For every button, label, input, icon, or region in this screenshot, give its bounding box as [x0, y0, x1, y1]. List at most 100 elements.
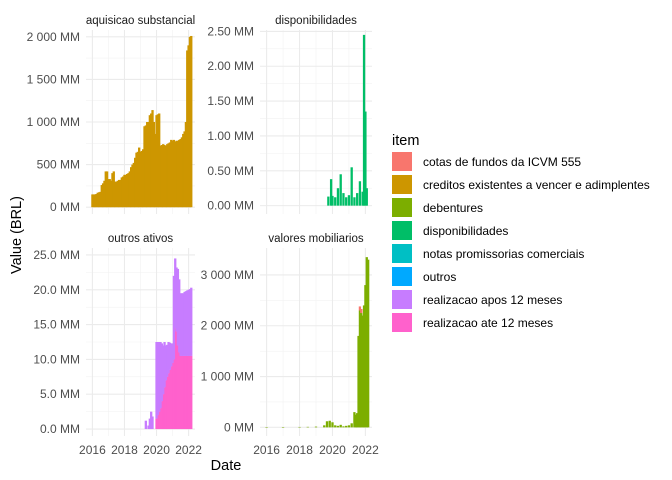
bar — [142, 149, 145, 208]
facet-panel: valores mobiliarios 0 MM 1 000 MM 2 000 MM 3… — [201, 233, 379, 457]
bar — [365, 257, 368, 428]
y-tick-label: 0 MM — [224, 420, 254, 434]
bar — [151, 416, 154, 430]
bar — [176, 345, 180, 430]
legend-label: creditos existentes a vencer e adimplent… — [423, 178, 650, 192]
bar — [96, 192, 99, 208]
facet-strip-label: valores mobiliarios — [268, 233, 363, 245]
bar — [367, 259, 370, 428]
legend-key — [392, 244, 412, 263]
bar — [180, 137, 184, 208]
bar — [148, 418, 151, 430]
x-tick-label: 2016 — [79, 443, 106, 457]
legend-key — [392, 290, 412, 309]
y-tick-label: 0.00 MM — [207, 199, 254, 213]
bar — [179, 139, 182, 208]
legend-key — [392, 221, 412, 240]
bar — [147, 122, 150, 208]
bar — [183, 291, 186, 356]
bar — [130, 167, 133, 208]
bar — [325, 421, 329, 428]
bar — [331, 422, 334, 428]
bar — [187, 355, 190, 430]
bar — [178, 139, 181, 208]
bar — [176, 268, 180, 346]
bar — [339, 174, 342, 206]
bar — [361, 191, 364, 206]
bar — [151, 110, 154, 208]
bar — [281, 427, 285, 428]
bar — [121, 176, 125, 208]
bar — [123, 174, 126, 208]
bar — [354, 414, 357, 428]
bar — [163, 387, 166, 430]
bar — [160, 145, 164, 208]
bar — [314, 426, 318, 428]
bar — [156, 342, 160, 416]
bar — [365, 188, 368, 206]
legend-key — [392, 175, 412, 194]
bar — [336, 188, 340, 206]
y-tick-label: 500 MM — [37, 158, 80, 172]
bar — [357, 335, 360, 428]
y-tick-label: 5.0 MM — [40, 387, 80, 401]
bar — [356, 413, 359, 428]
legend-key — [392, 152, 412, 171]
bar — [112, 171, 115, 208]
bar — [163, 145, 166, 208]
y-tick-label: 25.0 MM — [33, 248, 80, 262]
bar — [328, 420, 331, 428]
bar — [139, 151, 142, 208]
bar — [334, 197, 337, 206]
bar — [134, 157, 137, 208]
bar — [179, 355, 182, 430]
bar — [336, 425, 340, 428]
bar — [358, 181, 362, 206]
bar — [306, 426, 309, 428]
bar — [159, 408, 162, 430]
bar — [345, 425, 348, 428]
bar — [176, 140, 180, 208]
legend-key — [392, 267, 412, 286]
bar — [172, 359, 176, 430]
bar — [345, 197, 348, 206]
bar — [115, 181, 118, 208]
bar — [97, 192, 101, 208]
bar — [364, 111, 367, 206]
bar — [168, 369, 172, 430]
bar — [159, 145, 162, 208]
bar — [184, 291, 188, 356]
bar — [180, 293, 184, 356]
bar — [138, 147, 141, 208]
bar — [166, 144, 169, 208]
bar — [154, 133, 157, 208]
y-tick-label: 3 000 MM — [201, 268, 254, 282]
bar — [360, 308, 363, 314]
bar — [125, 173, 129, 208]
bar — [188, 355, 192, 430]
facet-panel: aquisicao substancial 0 MM 500 MM 1 000 MM 1… — [27, 15, 195, 214]
bar — [358, 310, 362, 428]
bar — [144, 420, 147, 430]
bar — [342, 426, 345, 428]
bars — [265, 257, 370, 428]
legend-title: item — [392, 133, 419, 149]
bar — [174, 258, 177, 329]
bar — [135, 152, 138, 208]
bar — [147, 425, 150, 430]
bar — [183, 131, 186, 208]
bar — [160, 343, 164, 402]
bar — [100, 185, 103, 208]
bar — [99, 191, 102, 208]
legend: item cotas de fundos da ICVM 555 creditos… — [392, 133, 650, 332]
bar — [155, 115, 158, 208]
bar — [108, 179, 111, 208]
bar — [186, 290, 189, 356]
bar — [361, 315, 364, 428]
bar — [167, 342, 170, 374]
bar — [144, 125, 147, 208]
bar — [188, 289, 192, 356]
legend-key — [392, 313, 412, 332]
bar — [155, 418, 158, 430]
